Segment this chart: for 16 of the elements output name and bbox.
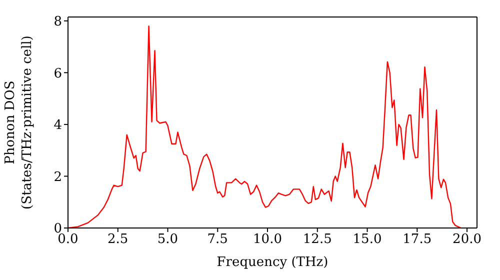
x-tick-label: 2.5 xyxy=(108,232,128,248)
line-series xyxy=(68,25,462,228)
x-tick-label: 17.5 xyxy=(402,232,432,248)
x-axis-title: Frequency (THz) xyxy=(216,255,328,270)
y-tick-label: 8 xyxy=(54,14,62,30)
y-axis-title: Phonon DOS (States/THz·primitive cell) xyxy=(3,35,35,210)
x-tick-label: 10.0 xyxy=(253,232,282,248)
x-tick-label: 12.5 xyxy=(302,232,332,248)
x-tick-label: 20.0 xyxy=(452,232,482,248)
x-tick-label: 7.5 xyxy=(207,232,228,248)
y-tick-label: 4 xyxy=(54,118,62,134)
y-tick-label: 2 xyxy=(54,170,62,185)
x-tick-label: 0.0 xyxy=(58,232,78,248)
x-tick-label: 5.0 xyxy=(157,232,178,248)
y-tick-label: 6 xyxy=(54,66,62,82)
x-tick-label: 15.0 xyxy=(352,232,382,248)
